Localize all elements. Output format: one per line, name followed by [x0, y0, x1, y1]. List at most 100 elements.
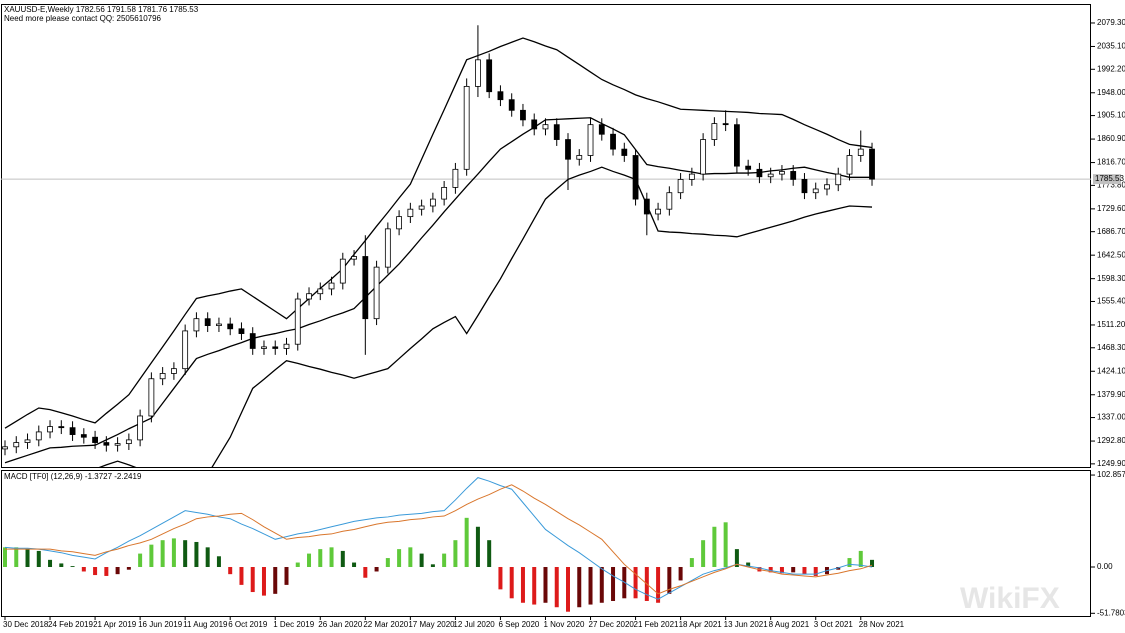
candle-body: [869, 148, 875, 180]
histogram-bar: [183, 540, 188, 568]
candle-body: [520, 109, 526, 121]
histogram-bar: [430, 564, 435, 568]
price-panel: [1, 4, 1091, 468]
histogram-bar: [295, 562, 300, 568]
candle-body: [452, 168, 459, 188]
x-tick-label: 6 Sep 2020: [498, 620, 539, 629]
x-tick-label: 26 Jan 2020: [318, 620, 363, 629]
histogram-bar: [216, 556, 221, 568]
candle-body: [170, 368, 177, 374]
candle-body: [272, 346, 279, 349]
candle-body: [734, 124, 740, 167]
candle-body: [216, 323, 222, 327]
histogram-bar: [160, 540, 165, 568]
histogram-bar: [498, 567, 503, 590]
histogram-bar: [689, 558, 694, 568]
y-tick-label: 1424.10: [1097, 366, 1125, 375]
x-tick-label: 21 Apr 2019: [93, 620, 137, 629]
histogram-bar: [59, 563, 64, 568]
histogram-bar: [307, 553, 312, 568]
histogram-bar: [442, 553, 447, 568]
histogram-bar: [261, 567, 266, 596]
candle-body: [373, 266, 380, 320]
candle-body: [47, 426, 53, 433]
histogram-bar: [667, 567, 672, 594]
y-tick-label: 2079.30: [1097, 18, 1125, 27]
y-tick-label: 1598.30: [1097, 274, 1125, 283]
candle-body: [711, 123, 718, 140]
macd-line: [4, 477, 873, 600]
y-tick-label: 1337.00: [1097, 413, 1125, 422]
histogram-bar: [746, 562, 751, 568]
candle-body: [103, 442, 110, 446]
candle-body: [193, 318, 200, 332]
histogram-bar: [599, 567, 604, 603]
y-tick-label: 1860.90: [1097, 134, 1125, 143]
macd-panel: [1, 470, 1091, 617]
macd-line: [5, 484, 873, 595]
candle-body: [486, 59, 493, 93]
histogram-bar: [509, 567, 514, 599]
candle-body: [137, 415, 144, 441]
candle-body: [351, 256, 357, 260]
histogram-bar: [284, 567, 289, 585]
histogram-bar: [847, 558, 852, 568]
x-tick-label: 6 Oct 2019: [228, 620, 268, 629]
histogram-bar: [712, 526, 717, 568]
histogram-bar: [126, 567, 131, 570]
candle-body: [745, 165, 752, 170]
candle-body: [857, 148, 864, 156]
candle-body: [598, 124, 605, 135]
candle-body: [587, 124, 594, 156]
histogram-bar: [734, 549, 739, 568]
histogram-bar: [228, 567, 233, 575]
x-tick-label: 12 Jul 2020: [453, 620, 495, 629]
candle-body: [13, 442, 20, 448]
candle-body: [846, 155, 853, 175]
candle-body: [227, 323, 234, 330]
x-tick-label: 24 Feb 2019: [48, 620, 93, 629]
histogram-bar: [385, 558, 390, 568]
candle-body: [497, 91, 504, 101]
histogram-bar: [205, 547, 210, 568]
candle-body: [790, 171, 797, 180]
chart-title: XAUUSD-E,Weekly 1782.56 1791.58 1781.76 …: [4, 5, 199, 14]
x-tick-label: 1 Nov 2020: [543, 620, 584, 629]
candle-body: [767, 173, 774, 178]
histogram-bar: [566, 567, 570, 612]
histogram-bar: [70, 566, 75, 568]
histogram-bar: [115, 567, 120, 575]
candle-body: [159, 373, 166, 380]
histogram-bar: [487, 540, 492, 568]
x-tick-label: 11 Aug 2019: [183, 620, 228, 629]
y-tick-label: 1686.70: [1097, 227, 1125, 236]
histogram-bar: [554, 567, 559, 608]
x-tick-label: 28 Nov 2021: [859, 620, 905, 629]
candle-body: [812, 188, 819, 194]
candle-body: [655, 208, 661, 215]
histogram-bar: [36, 550, 41, 568]
histogram-bar: [318, 549, 323, 568]
histogram-bar: [453, 540, 458, 568]
x-tick-label: 27 Dec 2020: [589, 620, 635, 629]
candle-body: [531, 119, 538, 130]
plot-area: [1, 25, 1091, 467]
candle-body: [441, 186, 448, 200]
candle-body: [148, 378, 155, 417]
candle-body: [249, 333, 256, 349]
candle-body: [396, 216, 403, 230]
candle-body: [125, 439, 132, 445]
y-tick-label: 1948.00: [1097, 88, 1125, 97]
histogram-bar: [14, 547, 19, 568]
y-tick-label: 1729.60: [1097, 204, 1125, 213]
histogram-bar: [397, 549, 402, 568]
histogram-bar: [239, 567, 244, 585]
candle-body: [542, 124, 549, 130]
y-tick-label: 1249.90: [1097, 459, 1125, 468]
y-tick-label: 2035.10: [1097, 42, 1125, 51]
histogram-bar: [475, 526, 480, 568]
candle-body: [835, 173, 842, 186]
histogram-bar: [532, 567, 537, 605]
plot-area: [3, 477, 875, 612]
